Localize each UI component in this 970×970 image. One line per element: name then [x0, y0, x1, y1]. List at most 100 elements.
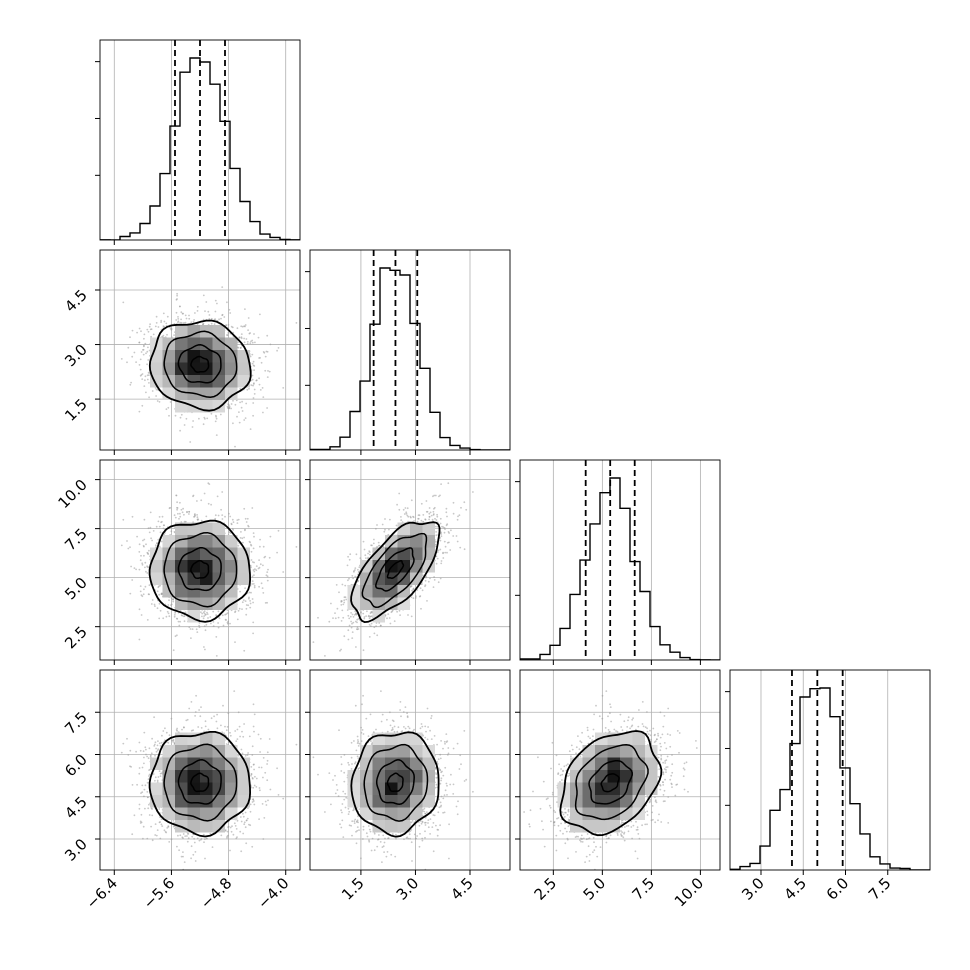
scatter-point — [254, 341, 256, 344]
scatter-point — [146, 374, 149, 377]
scatter-point — [154, 325, 157, 328]
scatter-point — [206, 613, 209, 615]
scatter-point — [251, 378, 254, 381]
scatter-point — [268, 556, 271, 559]
scatter-point — [258, 585, 260, 588]
density-cell — [200, 387, 213, 400]
scatter-point — [165, 322, 168, 325]
scatter-point — [219, 413, 222, 416]
scatter-point — [215, 655, 218, 657]
scatter-point — [153, 603, 156, 606]
scatter-point — [146, 619, 149, 621]
scatter-point — [138, 341, 141, 344]
scatter-point — [183, 620, 186, 623]
density-cell — [175, 362, 188, 375]
scatter-point — [228, 407, 231, 410]
scatter-point — [190, 637, 192, 639]
scatter-point — [183, 615, 186, 617]
scatter-point — [138, 568, 141, 571]
scatter-point — [251, 341, 254, 344]
scatter-point — [237, 544, 240, 547]
scatter-point — [189, 441, 192, 443]
scatter-point — [208, 314, 211, 316]
scatter-point — [176, 292, 179, 295]
scatter-point — [253, 333, 255, 335]
scatter-point — [232, 529, 235, 531]
scatter-point — [148, 396, 151, 399]
scatter-point — [143, 554, 145, 557]
scatter-point — [160, 540, 163, 543]
scatter-point — [266, 334, 269, 337]
histogram-panel-0 — [95, 39, 301, 245]
panel-frame — [99, 249, 301, 451]
scatter-point — [249, 602, 252, 605]
scatter-point — [236, 522, 239, 524]
density-cell — [200, 350, 213, 363]
scatter-point — [179, 321, 182, 324]
scatter-point — [147, 346, 149, 349]
scatter-point — [225, 619, 228, 621]
scatter-point — [215, 636, 218, 638]
scatter-point — [175, 319, 178, 321]
scatter-point — [207, 502, 210, 505]
scatter-point — [120, 358, 123, 360]
scatter-point — [179, 429, 182, 432]
scatter-point — [138, 410, 141, 413]
scatter-point — [241, 608, 243, 610]
scatter-point — [193, 516, 195, 518]
scatter-point — [253, 570, 256, 573]
scatter-point — [249, 564, 252, 567]
scatter-point — [241, 400, 244, 403]
scatter-point — [186, 510, 188, 513]
scatter-point — [176, 634, 178, 637]
scatter-point — [143, 345, 145, 348]
scatter-point — [185, 317, 188, 320]
scatter-point — [260, 361, 263, 364]
scatter-point — [131, 579, 134, 581]
scatter-point — [180, 521, 183, 523]
scatter-point — [143, 588, 145, 591]
scatter-point — [174, 635, 177, 638]
scatter-point — [158, 545, 161, 548]
scatter-point — [182, 507, 185, 510]
scatter-point — [140, 614, 143, 616]
scatter-point — [252, 569, 255, 571]
scatter-point — [139, 358, 142, 361]
scatter-point — [155, 525, 158, 528]
scatter-point — [156, 607, 159, 610]
scatter-point — [226, 405, 229, 408]
scatter-point — [282, 387, 285, 389]
scatter-point — [136, 331, 139, 334]
scatter-point — [214, 420, 217, 423]
scatter-point — [266, 601, 268, 604]
scatter-point — [259, 313, 261, 316]
scatter-point — [156, 400, 159, 402]
scatter-point — [259, 545, 261, 548]
scatter-point — [181, 511, 184, 514]
panel-frame — [309, 249, 511, 451]
scatter-point — [255, 565, 258, 567]
scatter-point — [196, 514, 199, 516]
density-cell — [162, 387, 175, 400]
scatter-point — [252, 532, 255, 534]
scatter-point — [142, 539, 144, 542]
scatter-point — [146, 350, 149, 353]
scatter-point — [179, 416, 182, 419]
density-cell — [225, 337, 238, 350]
scatter-point — [234, 641, 236, 643]
scatter-point — [228, 405, 231, 408]
scatter-point — [266, 376, 269, 378]
scatter-point — [172, 600, 175, 603]
scatter-point — [160, 521, 163, 524]
scatter-point — [221, 286, 224, 288]
scatter-point — [147, 359, 150, 361]
scatter-point — [129, 546, 131, 549]
scatter-point — [167, 612, 170, 615]
scatter-point — [276, 551, 278, 554]
scatter-point — [149, 511, 152, 514]
scatter-point — [192, 494, 195, 497]
scatter-point — [196, 516, 199, 519]
scatter-point — [239, 401, 242, 404]
scatter-point — [179, 620, 182, 623]
scatter-point — [252, 414, 255, 417]
